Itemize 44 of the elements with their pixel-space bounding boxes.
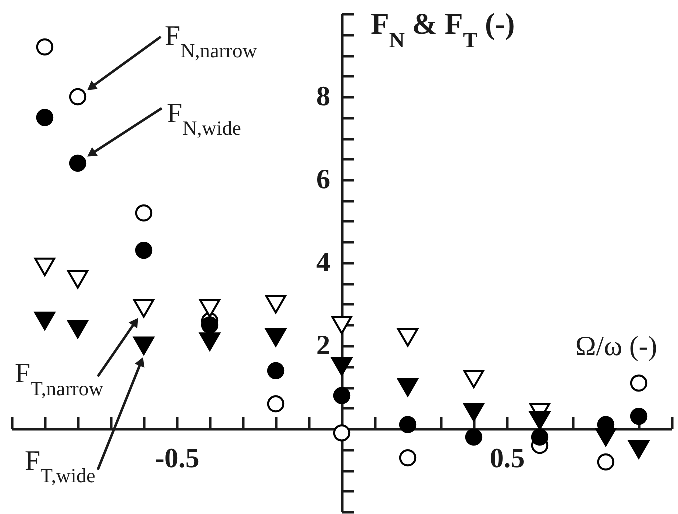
point [200, 332, 220, 352]
point [630, 374, 648, 392]
point [531, 428, 549, 446]
point [68, 320, 88, 339]
point [333, 424, 351, 442]
point [630, 408, 648, 426]
point [200, 299, 220, 318]
y-tick-label: 6 [316, 164, 330, 196]
point [628, 440, 650, 459]
point [68, 270, 88, 289]
y-tick-label: 2 [316, 330, 330, 362]
point [266, 295, 286, 314]
point [465, 428, 483, 446]
point [398, 328, 418, 347]
point [464, 370, 484, 388]
point [597, 454, 615, 471]
point [596, 428, 616, 447]
y-tick-label: 4 [316, 248, 330, 278]
point [333, 387, 351, 404]
x-axis-title: Ω/ω (-) [576, 332, 658, 362]
point [34, 258, 56, 276]
point [36, 109, 54, 126]
point [332, 358, 352, 376]
point [135, 242, 153, 260]
point [399, 449, 417, 467]
point [134, 299, 154, 318]
point [69, 154, 87, 172]
point [134, 336, 154, 356]
point [267, 362, 285, 380]
point [135, 204, 153, 222]
point [332, 316, 352, 334]
x-tick-label: 0.5 [490, 444, 525, 474]
point [399, 416, 417, 434]
point [267, 396, 285, 413]
point [530, 411, 550, 430]
x-tick-label: -0.5 [155, 444, 200, 474]
point [464, 403, 484, 422]
y-tick-label: 8 [316, 82, 330, 112]
point [398, 378, 418, 397]
point [36, 38, 54, 56]
point [201, 316, 219, 334]
point [34, 312, 56, 330]
point [69, 88, 87, 106]
point [266, 328, 286, 347]
